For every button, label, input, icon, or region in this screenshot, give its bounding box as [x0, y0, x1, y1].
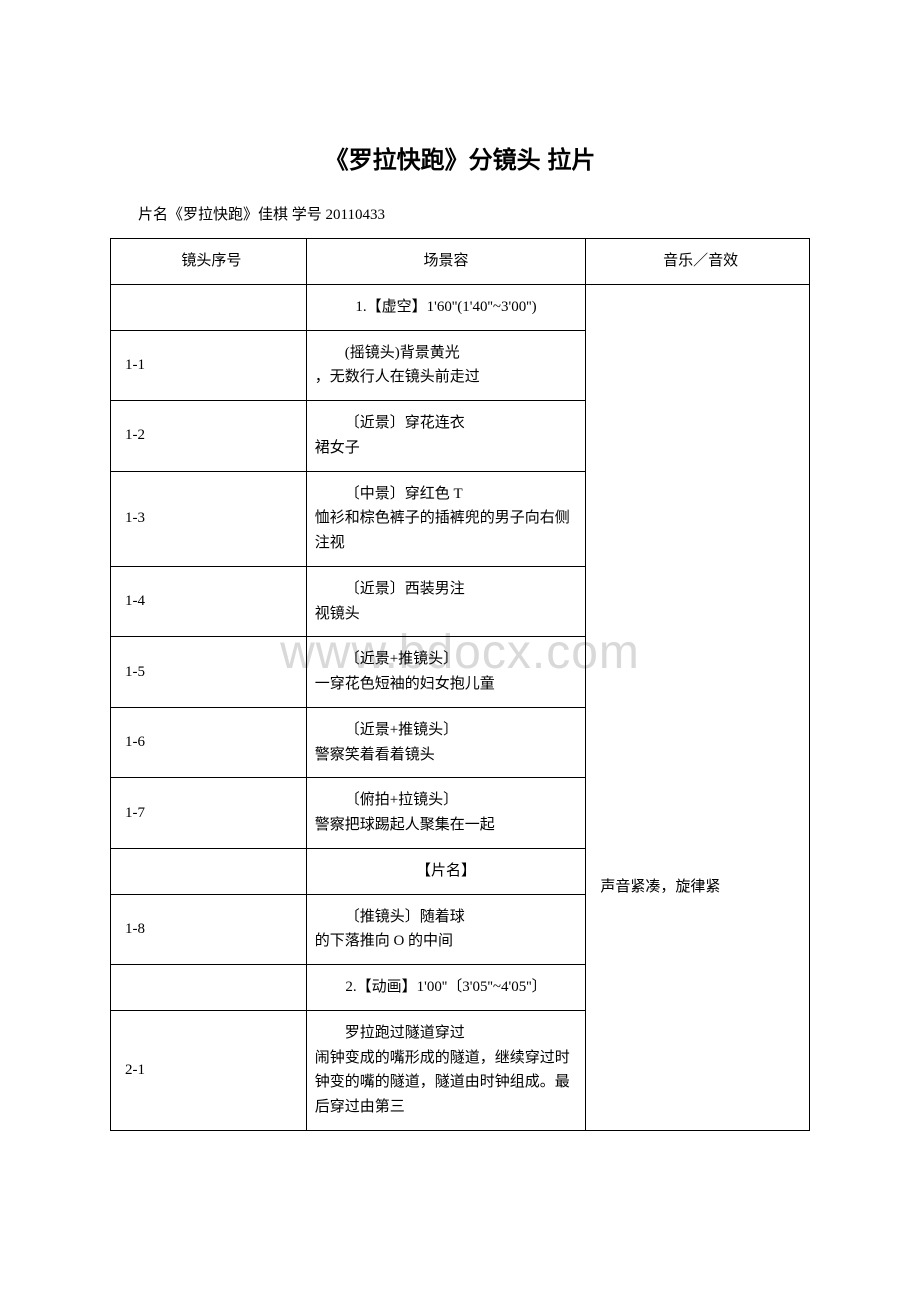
cell-scene: 〔俯拍+拉镜头〕 警察把球踢起人聚集在一起 — [306, 778, 586, 849]
scene-line: 〔近景〕穿花连衣 — [315, 411, 578, 436]
cell-scene: 〔推镜头〕随着球 的下落推向 O 的中间 — [306, 894, 586, 965]
scene-line: 闹钟变成的嘴形成的隧道，继续穿过时钟变的嘴的隧道，隧道由时钟组成。最后穿过由第三 — [315, 1046, 578, 1120]
scene-line: (摇镜头)背景黄光 — [315, 341, 578, 366]
cell-scene: 〔近景〕西装男注 视镜头 — [306, 566, 586, 637]
header-audio: 音乐／音效 — [586, 239, 810, 285]
scene-line: 〔中景〕穿红色 T — [315, 482, 578, 507]
header-shot-seq: 镜头序号 — [111, 239, 307, 285]
cell-seq: 1-1 — [111, 330, 307, 401]
cell-seq: 1-3 — [111, 471, 307, 566]
scene-line: 〔近景+推镜头〕 — [315, 647, 578, 672]
cell-scene: 罗拉跑过隧道穿过 闹钟变成的嘴形成的隧道，继续穿过时钟变的嘴的隧道，隧道由时钟组… — [306, 1010, 586, 1130]
cell-scene: 【片名】 — [306, 848, 586, 894]
document-page: 《罗拉快跑》分镜头 拉片 片名《罗拉快跑》佳棋 学号 20110433 镜头序号… — [0, 0, 920, 1191]
table-header-row: 镜头序号 场景容 音乐／音效 — [111, 239, 810, 285]
scene-line: 恤衫和棕色裤子的插裤兜的男子向右侧注视 — [315, 506, 578, 556]
cell-scene: 2.【动画】1'00''〔3'05''~4'05''〕 — [306, 965, 586, 1011]
header-scene: 场景容 — [306, 239, 586, 285]
cell-seq: 1-6 — [111, 707, 307, 778]
cell-seq: 1-7 — [111, 778, 307, 849]
scene-line: 的下落推向 O 的中间 — [315, 929, 578, 954]
cell-scene: 〔近景〕穿花连衣 裙女子 — [306, 401, 586, 472]
scene-line: 2.【动画】1'00''〔3'05''~4'05''〕 — [315, 975, 578, 1000]
cell-scene: 〔中景〕穿红色 T 恤衫和棕色裤子的插裤兜的男子向右侧注视 — [306, 471, 586, 566]
cell-seq: 1-8 — [111, 894, 307, 965]
table-row: 1.【虚空】1'60''(1'40''~3'00'') 声音紧凑，旋律紧 — [111, 284, 810, 330]
scene-line: 〔俯拍+拉镜头〕 — [315, 788, 578, 813]
cell-seq — [111, 284, 307, 330]
cell-scene: 〔近景+推镜头〕 警察笑着看着镜头 — [306, 707, 586, 778]
cell-seq: 2-1 — [111, 1010, 307, 1130]
storyboard-table: 镜头序号 场景容 音乐／音效 1.【虚空】1'60''(1'40''~3'00'… — [110, 238, 810, 1131]
audio-text: 声音紧凑，旋律紧 — [600, 875, 801, 900]
scene-line: 【片名】 — [315, 859, 578, 884]
cell-scene: (摇镜头)背景黄光 ，无数行人在镜头前走过 — [306, 330, 586, 401]
cell-seq: 1-2 — [111, 401, 307, 472]
scene-line: 视镜头 — [315, 602, 578, 627]
cell-audio-merged: 声音紧凑，旋律紧 — [586, 284, 810, 1130]
scene-line: ，无数行人在镜头前走过 — [315, 365, 578, 390]
scene-line: 一穿花色短袖的妇女抱儿童 — [315, 672, 578, 697]
scene-line: 警察把球踢起人聚集在一起 — [315, 813, 578, 838]
cell-seq: 1-5 — [111, 637, 307, 708]
scene-line: 警察笑着看着镜头 — [315, 743, 578, 768]
scene-line: 〔近景+推镜头〕 — [315, 718, 578, 743]
scene-line: 罗拉跑过隧道穿过 — [315, 1021, 578, 1046]
page-title: 《罗拉快跑》分镜头 拉片 — [110, 140, 810, 175]
scene-line: 1.【虚空】1'60''(1'40''~3'00'') — [315, 295, 578, 320]
cell-seq — [111, 965, 307, 1011]
cell-seq — [111, 848, 307, 894]
scene-line: 裙女子 — [315, 436, 578, 461]
cell-scene: 〔近景+推镜头〕 一穿花色短袖的妇女抱儿童 — [306, 637, 586, 708]
scene-line: 〔近景〕西装男注 — [315, 577, 578, 602]
cell-seq: 1-4 — [111, 566, 307, 637]
scene-line: 〔推镜头〕随着球 — [315, 905, 578, 930]
page-subtitle: 片名《罗拉快跑》佳棋 学号 20110433 — [110, 203, 810, 224]
cell-scene: 1.【虚空】1'60''(1'40''~3'00'') — [306, 284, 586, 330]
